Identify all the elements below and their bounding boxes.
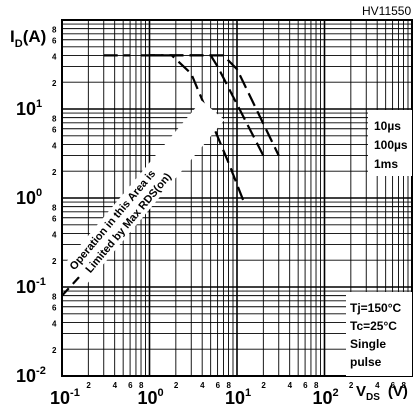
x-minor-label: 6: [391, 381, 396, 390]
x-minor-label: 4: [200, 381, 205, 390]
series-line-1: [149, 54, 280, 156]
x-minor-label: 8: [402, 381, 407, 390]
condition-line-3: Single: [350, 337, 386, 351]
x-minor-label: 2: [174, 381, 179, 390]
y-minor-label: 2: [52, 257, 57, 266]
x-minor-label: 4: [113, 381, 118, 390]
x-minor-label: 2: [86, 381, 91, 390]
x-minor-label: 8: [314, 381, 319, 390]
y-minor-label: 6: [52, 304, 57, 313]
x-decade-label: 102: [313, 387, 339, 408]
x-minor-label: 6: [303, 381, 308, 390]
y-minor-label: 4: [52, 52, 57, 61]
y-minor-label: 2: [52, 346, 57, 355]
x-minor-label: 8: [139, 381, 144, 390]
y-decade-label: 10-2: [16, 365, 46, 386]
x-minor-label: 6: [128, 381, 133, 390]
x-decade-label: 10-1: [50, 387, 80, 408]
x-decade-label: 101: [225, 387, 251, 408]
y-minor-label: 8: [52, 204, 57, 213]
y-minor-label: 8: [52, 26, 57, 35]
legend-label-1: 10µs: [374, 119, 401, 133]
x-minor-label: 2: [261, 381, 266, 390]
y-decade-label: 101: [16, 98, 42, 119]
y-minor-label: 8: [52, 293, 57, 302]
header-code: HV11550: [362, 4, 411, 18]
x-minor-label: 8: [227, 381, 232, 390]
y-axis-title: ID(A): [10, 27, 46, 50]
x-minor-label: 4: [375, 381, 380, 390]
rds-annotation-line-1: Operation in this Area is: [68, 168, 159, 273]
x-minor-label: 2: [349, 381, 354, 390]
x-axis-title: VDS (V): [356, 383, 408, 403]
y-minor-label: 8: [52, 115, 57, 124]
y-minor-label: 4: [52, 319, 57, 328]
y-minor-label: 6: [52, 126, 57, 135]
plot-frame: [61, 19, 413, 377]
y-minor-label: 4: [52, 141, 57, 150]
y-decade-label: 100: [16, 187, 42, 208]
y-minor-label: 2: [52, 168, 57, 177]
series-layer: [61, 54, 280, 297]
y-minor-label: 4: [52, 230, 57, 239]
conditions-box: [346, 292, 412, 376]
condition-line-1: Tj=150°C: [350, 301, 401, 315]
y-minor-label: 6: [52, 215, 57, 224]
x-minor-label: 6: [216, 381, 221, 390]
y-minor-label: 2: [52, 79, 57, 88]
legend-label-3: 1ms: [374, 157, 398, 171]
y-decade-label: 10-1: [16, 276, 46, 297]
series-line-2: [149, 54, 265, 157]
x-decade-label: 100: [138, 387, 164, 408]
rds-annotation-bg: [63, 100, 225, 284]
legend-box: [368, 110, 412, 176]
y-minor-label: 6: [52, 37, 57, 46]
x-minor-label: 4: [288, 381, 293, 390]
legend-label-2: 100µs: [374, 138, 408, 152]
condition-line-4: pulse: [350, 355, 382, 369]
series-line-3: [141, 54, 245, 203]
condition-line-2: Tc=25°C: [350, 319, 397, 333]
